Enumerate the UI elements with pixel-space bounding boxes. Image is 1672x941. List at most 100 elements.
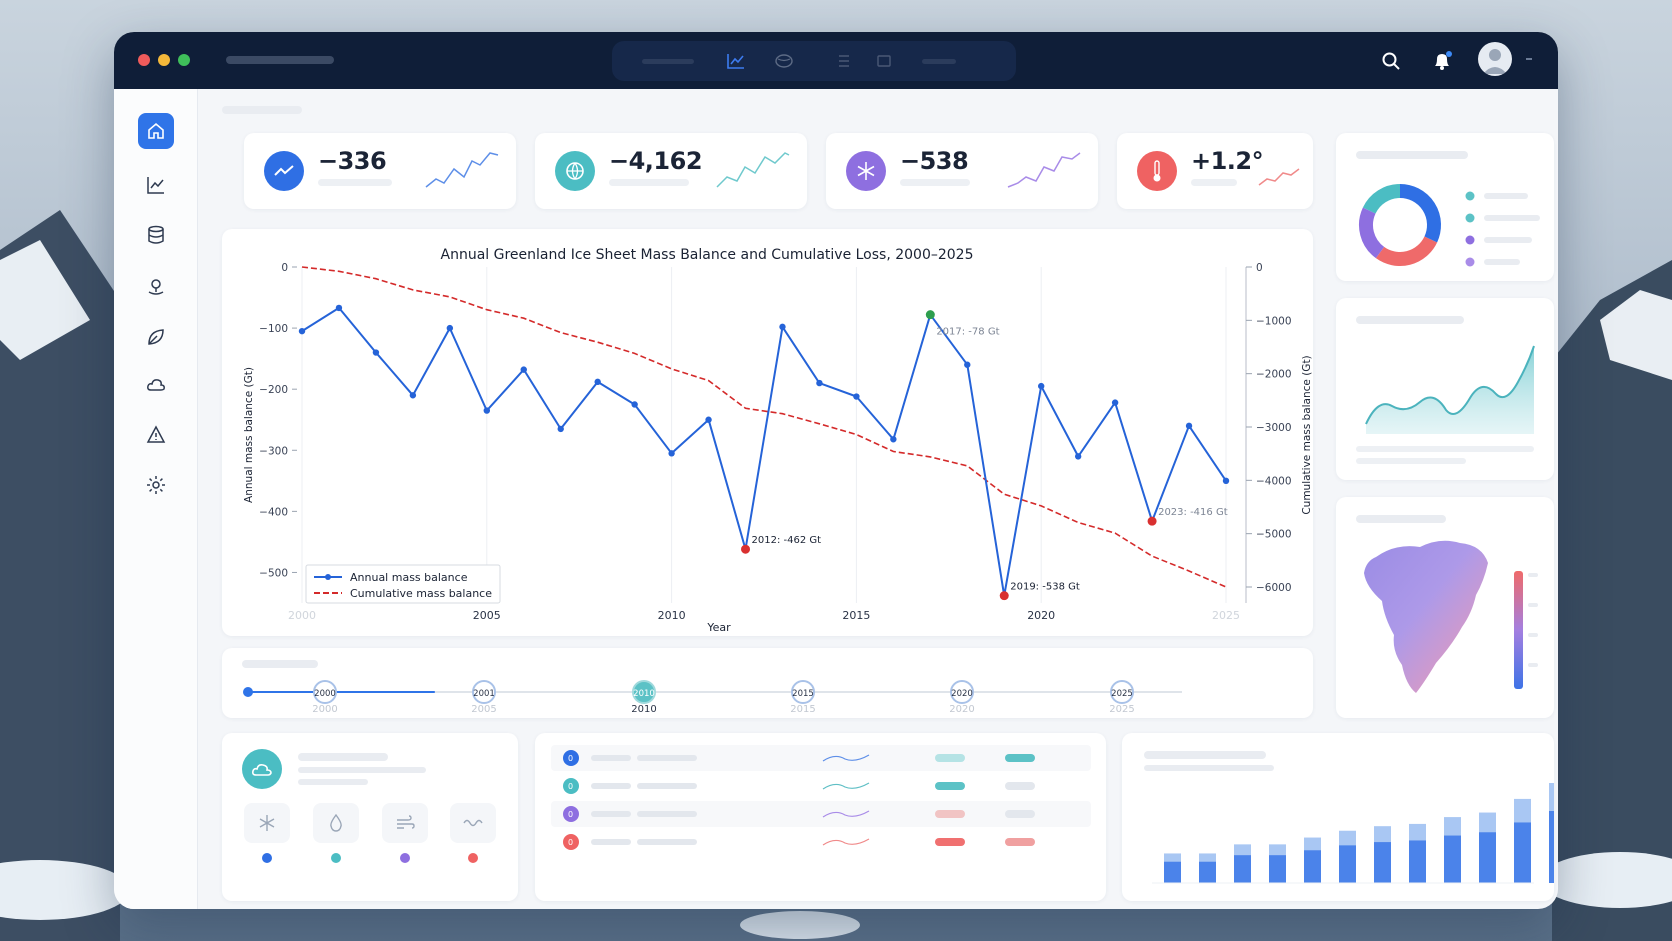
kpi-sparkline (1258, 168, 1300, 186)
data-point (409, 392, 417, 399)
rain-metric-button[interactable] (313, 803, 359, 843)
search-button[interactable] (1376, 46, 1406, 76)
wave-metric-button[interactable] (450, 803, 496, 843)
app-window: −336 −4,162 −538 +1.2° Annual Greenland … (114, 32, 1558, 909)
y2-tick-label: −1000 (1256, 315, 1292, 327)
maximize-window-button[interactable] (178, 54, 190, 66)
timeline-year-label: 2015 (790, 704, 815, 715)
data-point (779, 323, 786, 331)
user-icon (1483, 49, 1507, 74)
donut-chart[interactable] (1336, 133, 1554, 281)
donut-legend-dot (1465, 191, 1475, 201)
donut-legend-dot (1465, 235, 1475, 245)
sidebar-item-data[interactable] (138, 217, 174, 253)
timeline-year-label: 2005 (471, 704, 496, 715)
snow-metric-button[interactable] (244, 803, 290, 843)
kpi-label-placeholder (609, 179, 689, 186)
timeline-knob-label: 2015 (792, 689, 814, 699)
bar-summary-chart[interactable] (1122, 733, 1554, 901)
data-point (594, 378, 601, 386)
data-point (1185, 422, 1193, 430)
greenland-ice-map[interactable] (1336, 497, 1554, 718)
cloud-icon (147, 379, 165, 391)
data-point (668, 450, 675, 457)
avatar-menu-chevron[interactable] (1526, 58, 1532, 60)
chart-title: Annual Greenland Ice Sheet Mass Balance … (441, 247, 974, 263)
user-avatar[interactable] (1478, 42, 1512, 76)
data-point (999, 591, 1009, 601)
map-title-placeholder (1356, 515, 1446, 523)
conditions-card (222, 733, 518, 901)
sidebar-item-locations[interactable] (138, 269, 174, 305)
tab-placeholder (922, 59, 956, 64)
kpi-card-annual[interactable]: −336 (244, 133, 516, 209)
kpi-sparkline (716, 152, 790, 188)
y-axis-label: Annual mass balance (Gt) (243, 367, 255, 503)
breadcrumb-placeholder (222, 106, 302, 114)
mass-balance-chart[interactable]: Annual Greenland Ice Sheet Mass Balance … (222, 229, 1313, 636)
y2-tick-label: −3000 (1256, 422, 1292, 434)
timeline-year-label: 2020 (949, 704, 974, 715)
area-trend-chart[interactable] (1336, 298, 1554, 480)
close-window-button[interactable] (138, 54, 150, 66)
timeline-knob (472, 680, 496, 704)
sidebar-item-settings[interactable] (138, 467, 174, 503)
tab-chart[interactable] (724, 50, 748, 72)
tab-globe[interactable] (772, 50, 796, 72)
year-timeline-slider[interactable]: 2000 2001 2010 2015 2020 2025 2000 2005 2010 2015… (222, 648, 1313, 718)
kpi-label-placeholder (318, 179, 392, 186)
data-annotation: 2023: -416 Gt (1158, 507, 1228, 518)
data-annotation: 2019: -538 Gt (1010, 582, 1080, 593)
y2-tick-label: −6000 (1256, 582, 1292, 594)
donut-legend-dot (1465, 257, 1475, 267)
kpi-card-cumulative[interactable]: −4,162 (535, 133, 807, 209)
sidebar-item-weather[interactable] (138, 367, 174, 403)
wind-icon (397, 815, 415, 829)
timeline-knob-label: 2020 (951, 689, 973, 699)
wind-metric-button[interactable] (382, 803, 428, 843)
y2-tick-label: 0 (1256, 262, 1263, 274)
donut-legend-placeholder (1484, 259, 1520, 265)
data-annotation: 2017: -78 Gt (936, 327, 999, 338)
svg-text:0: 0 (568, 782, 573, 791)
sidebar-item-alerts[interactable] (138, 417, 174, 453)
bar-segment (1269, 855, 1286, 883)
minimize-window-button[interactable] (158, 54, 170, 66)
annual-line (301, 306, 1227, 597)
y-tick-label: −100 (259, 323, 288, 335)
sidebar-item-home[interactable] (138, 113, 174, 149)
app-title-placeholder (226, 56, 334, 64)
bar-segment (1164, 861, 1181, 883)
legend-label-cumulative: Cumulative mass balance (350, 587, 492, 600)
sidebar-item-analytics[interactable] (138, 167, 174, 203)
kpi-card-peak[interactable]: −538 (826, 133, 1098, 209)
tab-layers[interactable] (872, 50, 896, 72)
kpi-card-temperature[interactable]: +1.2° (1117, 133, 1313, 209)
legend-box (305, 564, 501, 604)
data-point (557, 425, 564, 433)
notifications-button[interactable] (1427, 46, 1457, 76)
sidebar-item-environment[interactable] (138, 319, 174, 355)
globe-icon (775, 54, 793, 68)
tab-list[interactable] (832, 50, 856, 72)
cloud-icon (242, 749, 282, 789)
kpi-value: −4,162 (609, 147, 703, 175)
x-tick-label: 2025 (1212, 609, 1240, 622)
year-timeline-card: 2000 2001 2010 2015 2020 2025 2000 2005 2010 2015… (222, 648, 1313, 718)
timeline-knob (313, 680, 337, 704)
y2-tick-label: −2000 (1256, 369, 1292, 381)
timeline-year-label: 2010 (631, 704, 656, 715)
timeline-knob (1110, 680, 1134, 704)
bar-segment (1374, 842, 1391, 883)
kpi-label-placeholder (900, 179, 970, 186)
kpi-value: −336 (318, 147, 387, 175)
bar-segment (1199, 861, 1216, 883)
timeline-year-label: 2025 (1109, 704, 1134, 715)
donut-slice (1375, 236, 1438, 266)
status-dot (262, 853, 272, 863)
data-point (446, 324, 454, 332)
donut-legend-placeholder (1484, 193, 1528, 199)
data-point (741, 544, 751, 554)
timeline-year-label: 2000 (312, 704, 337, 715)
donut-legend-placeholder (1484, 215, 1540, 221)
